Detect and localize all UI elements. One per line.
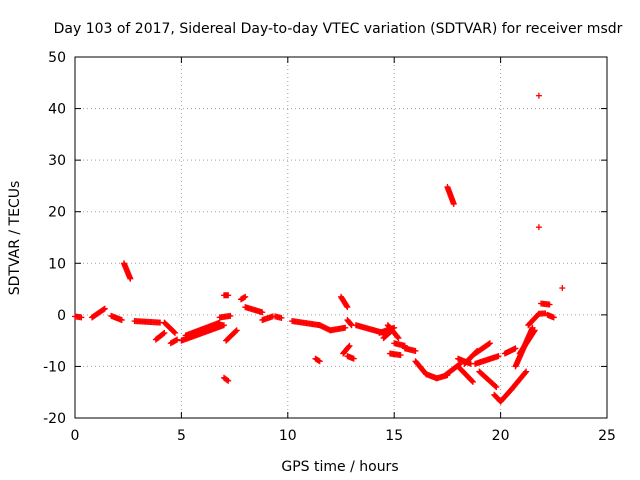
x-tick-label: 20 xyxy=(492,428,510,444)
y-tick-label: 20 xyxy=(48,205,66,221)
data-points xyxy=(72,92,566,405)
y-tick-label: 10 xyxy=(48,256,66,272)
grid xyxy=(75,57,607,418)
data-point xyxy=(225,377,232,384)
x-tick-label: 25 xyxy=(598,428,616,444)
data-point xyxy=(469,378,476,385)
data-point xyxy=(412,347,419,354)
data-point xyxy=(101,305,108,312)
y-axis-label: SDTVAR / TECUs xyxy=(7,181,23,296)
data-point xyxy=(225,292,232,299)
data-point xyxy=(171,329,178,336)
data-point xyxy=(346,342,353,349)
data-point xyxy=(342,324,349,331)
data-point xyxy=(559,285,566,292)
data-point xyxy=(522,369,529,376)
tick-labels: 0 5 10 15 20 25 -20 -10 0 10 20 30 40 50 xyxy=(43,50,616,444)
data-point xyxy=(485,340,492,347)
data-point xyxy=(397,352,404,359)
data-point xyxy=(347,321,354,328)
data-point xyxy=(394,334,401,341)
data-point xyxy=(535,92,542,99)
data-point xyxy=(100,306,107,313)
data-point xyxy=(469,378,476,385)
data-point xyxy=(78,314,85,321)
data-point xyxy=(160,330,167,337)
data-point xyxy=(216,319,223,326)
data-point xyxy=(127,275,134,282)
ticks xyxy=(74,56,608,419)
y-tick-label: 40 xyxy=(48,102,66,118)
x-tick-label: 10 xyxy=(279,428,297,444)
data-point xyxy=(344,304,351,311)
data-point xyxy=(174,336,181,343)
plot-area xyxy=(74,56,608,419)
y-tick-label: 50 xyxy=(48,50,66,66)
y-tick-label: -10 xyxy=(43,359,66,375)
data-point xyxy=(242,293,249,300)
x-axis-label: GPS time / hours xyxy=(281,459,398,475)
x-tick-label: 0 xyxy=(71,428,80,444)
data-point xyxy=(118,317,125,324)
data-point xyxy=(172,329,179,336)
data-point xyxy=(224,377,231,384)
data-point xyxy=(350,355,357,362)
data-point xyxy=(278,314,285,321)
data-point xyxy=(523,368,530,375)
data-point xyxy=(535,224,542,231)
data-point xyxy=(232,328,239,335)
chart-title: Day 103 of 2017, Sidereal Day-to-day VTE… xyxy=(54,21,623,37)
data-point xyxy=(227,312,234,319)
x-tick-label: 15 xyxy=(385,428,403,444)
data-point xyxy=(259,309,266,316)
data-point xyxy=(495,353,502,360)
data-point xyxy=(233,327,240,334)
data-point xyxy=(345,343,352,350)
y-tick-label: 0 xyxy=(57,308,66,324)
x-tick-label: 5 xyxy=(177,428,186,444)
data-point xyxy=(512,345,519,352)
data-point xyxy=(316,358,323,365)
data-point xyxy=(450,200,457,207)
data-point xyxy=(531,327,538,334)
data-point xyxy=(546,301,553,308)
y-tick-label: -20 xyxy=(43,411,66,427)
data-point xyxy=(492,383,499,390)
data-point xyxy=(220,322,227,329)
data-point xyxy=(395,335,402,342)
data-point xyxy=(161,329,168,336)
y-tick-label: 30 xyxy=(48,153,66,169)
data-point xyxy=(493,384,500,391)
data-point xyxy=(550,314,557,321)
data-point xyxy=(486,340,493,347)
